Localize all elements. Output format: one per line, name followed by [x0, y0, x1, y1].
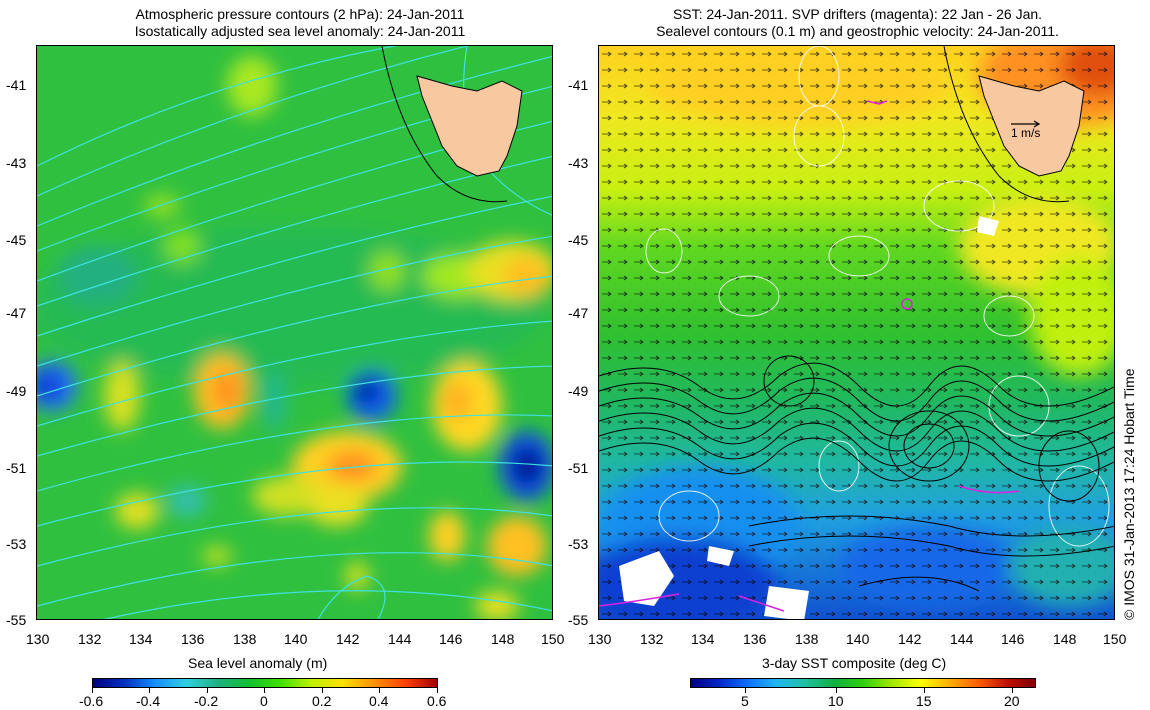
velocity-scale-label: 1 m/s: [1011, 126, 1041, 140]
imos-credit: © IMOS 31-Jan-2013 17:24 Hobart Time: [1121, 368, 1137, 620]
x-tick: 132: [78, 631, 102, 647]
y-tick: -47: [568, 305, 589, 321]
colorbar-tick-mark: [92, 688, 93, 693]
y-tick: -49: [568, 383, 589, 399]
colorbar-tick: -0.2: [194, 693, 219, 709]
left-panel-title: Atmospheric pressure contours (2 hPa): 2…: [20, 6, 580, 40]
colorbar-tick: 5: [741, 693, 749, 709]
colorbar-tick-mark: [264, 688, 265, 693]
cloud-gaps: [619, 216, 999, 619]
colorbar-tick-mark: [1012, 688, 1013, 693]
colorbar-tick-mark: [924, 688, 925, 693]
x-tick: 134: [129, 631, 153, 647]
sea-level-anomaly-map: [36, 45, 553, 620]
y-tick: -53: [568, 536, 589, 552]
y-tick: -43: [568, 155, 589, 171]
colorbar-tick-mark: [437, 688, 438, 693]
colorbar-tick: -0.4: [136, 693, 161, 709]
velocity-scale-arrow: [1011, 120, 1041, 128]
sst-map: 1 m/s: [598, 45, 1115, 620]
colorbar-tick: 15: [916, 693, 932, 709]
colorbar-tick: 0.4: [369, 693, 389, 709]
x-tick: 130: [26, 631, 50, 647]
x-tick: 146: [1001, 631, 1025, 647]
y-tick: -43: [6, 155, 27, 171]
x-tick: 138: [795, 631, 819, 647]
colorbar-tick: 0.6: [427, 693, 447, 709]
tasmania-landmass-sst: [978, 75, 1085, 177]
colorbar-tick: 10: [828, 693, 844, 709]
right-title-line2: Sealevel contours (0.1 m) and geostrophi…: [656, 23, 1059, 39]
left-title-line1: Atmospheric pressure contours (2 hPa): 2…: [135, 6, 465, 22]
left-colorbar-label: Sea level anomaly (m): [188, 655, 328, 671]
x-tick: 140: [846, 631, 870, 647]
colorbar-tick-mark: [322, 688, 323, 693]
x-tick: 148: [491, 631, 515, 647]
y-tick: -51: [6, 460, 27, 476]
y-tick: -51: [568, 460, 589, 476]
y-tick: -47: [6, 305, 27, 321]
x-tick: 150: [1103, 631, 1127, 647]
x-tick: 150: [541, 631, 565, 647]
y-tick: -45: [6, 232, 27, 248]
y-tick: -49: [6, 383, 27, 399]
x-tick: 142: [898, 631, 922, 647]
right-panel-title: SST: 24-Jan-2011. SVP drifters (magenta)…: [575, 6, 1140, 40]
colorbar-tick: -0.6: [79, 693, 104, 709]
colorbar-tick-mark: [836, 688, 837, 693]
x-tick: 134: [691, 631, 715, 647]
colorbar-tick-mark: [207, 688, 208, 693]
right-title-line1: SST: 24-Jan-2011. SVP drifters (magenta)…: [672, 6, 1043, 22]
x-tick: 140: [284, 631, 308, 647]
x-tick: 146: [439, 631, 463, 647]
x-tick: 132: [640, 631, 664, 647]
x-tick: 142: [336, 631, 360, 647]
left-title-line2: Isostatically adjusted sea level anomaly…: [134, 23, 466, 39]
y-tick: -53: [6, 536, 27, 552]
front-contours: [599, 355, 1114, 592]
sea-level-colorbar: [92, 678, 438, 688]
colorbar-tick: 0: [260, 693, 268, 709]
x-tick: 144: [388, 631, 412, 647]
right-colorbar-label: 3-day SST composite (deg C): [762, 655, 947, 671]
tasmania-landmass: [416, 75, 523, 177]
colorbar-tick-mark: [745, 688, 746, 693]
y-tick: -45: [568, 232, 589, 248]
x-tick: 144: [950, 631, 974, 647]
colorbar-tick: 0.2: [312, 693, 332, 709]
x-tick: 138: [233, 631, 257, 647]
x-tick: 136: [743, 631, 767, 647]
sst-colorbar: [690, 678, 1036, 688]
sealevel-contours: [645, 46, 1110, 547]
colorbar-tick-mark: [379, 688, 380, 693]
x-tick: 148: [1053, 631, 1077, 647]
x-tick: 136: [181, 631, 205, 647]
y-tick: -55: [568, 612, 589, 628]
colorbar-tick: 20: [1004, 693, 1020, 709]
y-tick: -41: [6, 77, 27, 93]
svp-drifter-tracks: [599, 100, 1020, 612]
anomaly-field: [37, 56, 552, 619]
colorbar-tick-mark: [149, 688, 150, 693]
y-tick: -41: [568, 77, 589, 93]
x-tick: 130: [588, 631, 612, 647]
y-tick: -55: [6, 612, 27, 628]
